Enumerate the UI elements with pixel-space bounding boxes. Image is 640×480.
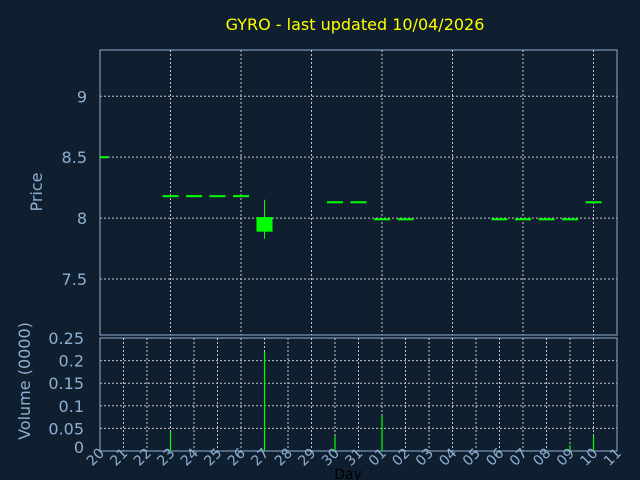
candle (209, 195, 226, 198)
candle-body (585, 201, 602, 204)
candle (562, 218, 578, 221)
price-tick-label: 9 (77, 87, 87, 106)
x-tick-label: 28 (272, 446, 296, 470)
x-tick-label: 27 (248, 446, 272, 470)
candle-body (538, 218, 555, 221)
x-tick-label: 05 (460, 446, 484, 470)
x-tick-label: 29 (295, 446, 319, 470)
candle-body (186, 195, 202, 198)
price-plot-frame (99, 49, 618, 336)
candle-body (233, 195, 249, 198)
candle (585, 201, 602, 204)
x-tick-label: 25 (201, 446, 225, 470)
volume-tick-label: 0.2 (59, 352, 84, 371)
x-tick-label: 03 (413, 446, 437, 470)
price-tick-label: 8 (77, 209, 87, 228)
price-panel: 7.5 8 8.5 9 (62, 49, 618, 336)
candle (350, 201, 367, 204)
x-tick-label: 24 (178, 445, 202, 469)
x-tick-label: 09 (554, 446, 578, 470)
candle (491, 218, 508, 221)
candle (374, 218, 390, 221)
x-tick-label: 22 (131, 446, 155, 470)
price-axis-label: Price (27, 172, 46, 211)
candle (397, 218, 414, 221)
candle (256, 199, 273, 239)
candle-body (327, 201, 343, 204)
candle-body (515, 218, 531, 221)
candle-body (256, 217, 273, 232)
volume-tick-label: 0.25 (48, 329, 84, 348)
x-tick-label: 08 (530, 446, 554, 470)
candle (100, 156, 108, 159)
x-tick-label: 07 (507, 446, 531, 470)
volume-tick-label: 0.05 (48, 419, 84, 438)
candle-body (100, 156, 108, 159)
x-tick-label: 31 (342, 446, 366, 470)
candle-body (162, 195, 179, 198)
candle-body (397, 218, 414, 221)
x-tick-label: 04 (436, 445, 460, 469)
price-tick-label: 7.5 (62, 270, 87, 289)
volume-plot-frame (99, 337, 618, 452)
x-tick-label: 11 (601, 446, 625, 470)
candle (162, 195, 179, 198)
x-tick-label: 01 (366, 446, 390, 470)
chart-title: GYRO - last updated 10/04/2026 (226, 15, 485, 34)
volume-tick-label: 0.15 (48, 374, 84, 393)
volume-axis-label: Volume (0000) (15, 322, 34, 440)
x-tick-label: 23 (154, 446, 178, 470)
x-tick-label: 21 (107, 446, 131, 470)
candle-body (209, 195, 226, 198)
x-tick-label: 26 (225, 445, 249, 469)
volume-tick-label: 0 (74, 438, 84, 457)
price-tick-label: 8.5 (62, 148, 87, 167)
candle-body (350, 201, 367, 204)
x-tick-label: 30 (319, 446, 343, 470)
candle-body (374, 218, 390, 221)
candle-body (562, 218, 578, 221)
candle (538, 218, 555, 221)
x-tick-label: 10 (577, 446, 601, 470)
candle (515, 218, 531, 221)
volume-tick-label: 0.1 (59, 397, 84, 416)
candle-body (491, 218, 508, 221)
x-axis-label: Day (334, 467, 362, 480)
x-tick-label: 02 (389, 446, 413, 470)
x-tick-label: 06 (483, 445, 507, 469)
candle (327, 201, 343, 204)
candle (233, 195, 249, 198)
candle (186, 195, 202, 198)
x-tick-label: 20 (84, 446, 108, 470)
